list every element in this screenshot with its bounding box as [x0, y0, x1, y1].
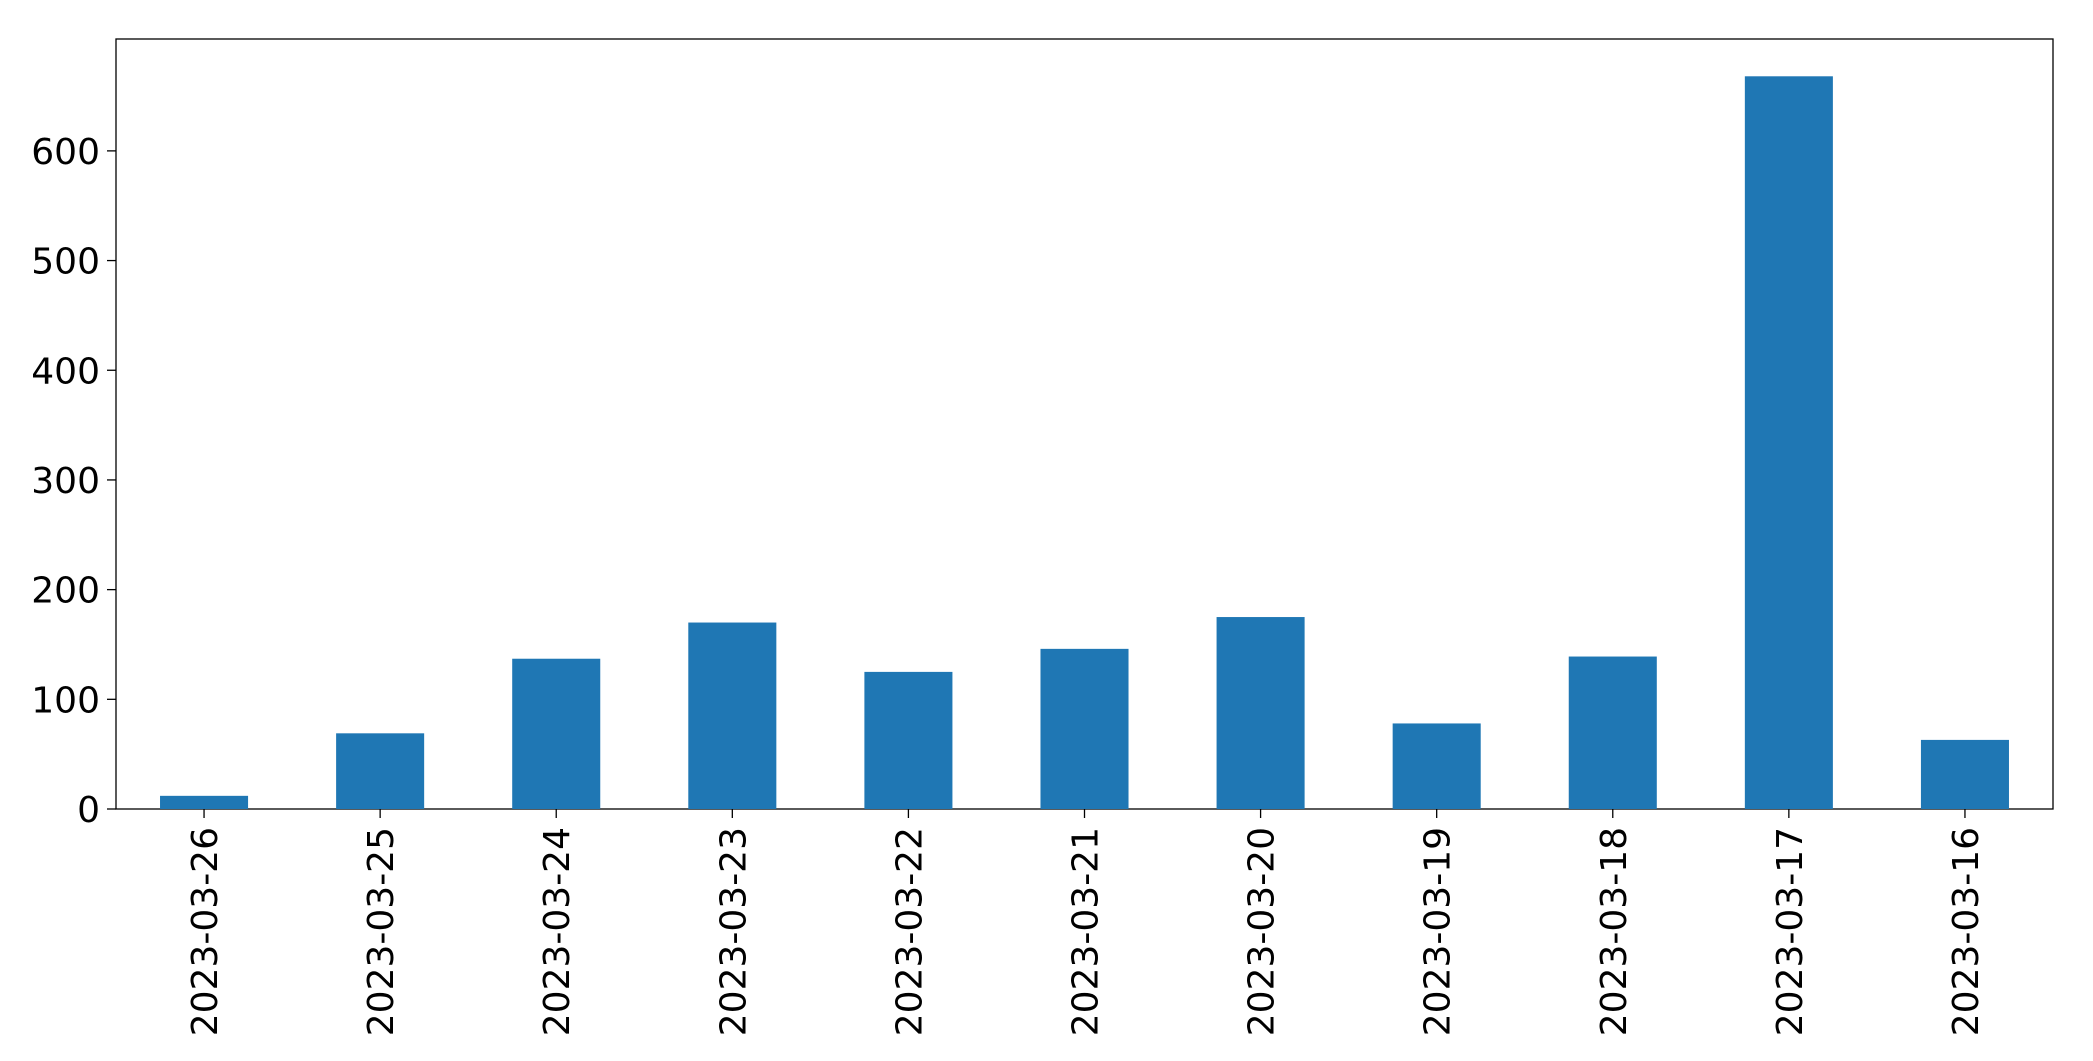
x-tick-label: 2023-03-25: [361, 827, 402, 1036]
bar: [1920, 739, 2009, 809]
bar: [1744, 76, 1833, 809]
y-tick-label: 500: [31, 242, 100, 283]
x-tick-label: 2023-03-23: [713, 827, 754, 1036]
bar: [688, 622, 777, 809]
y-tick-label: 300: [31, 461, 100, 502]
y-tick-label: 200: [31, 571, 100, 612]
y-tick-label: 600: [31, 132, 100, 173]
x-tick-label: 2023-03-21: [1066, 827, 1107, 1036]
x-tick-label: 2023-03-18: [1594, 827, 1635, 1036]
x-tick-label: 2023-03-20: [1242, 827, 1283, 1036]
bar: [1040, 648, 1129, 809]
x-tick-label: 2023-03-24: [537, 827, 578, 1036]
bar: [512, 658, 601, 809]
y-tick-label: 0: [77, 790, 100, 831]
bar: [1568, 656, 1657, 809]
x-tick-label: 2023-03-22: [889, 827, 930, 1036]
bar: [336, 733, 425, 809]
y-tick-label: 100: [31, 680, 100, 721]
bar: [864, 671, 953, 809]
x-tick-label: 2023-03-26: [185, 827, 226, 1036]
x-tick-label: 2023-03-16: [1946, 827, 1987, 1036]
bar: [1216, 617, 1305, 809]
bar: [160, 795, 249, 809]
y-tick-label: 400: [31, 351, 100, 392]
x-tick-label: 2023-03-17: [1770, 827, 1811, 1036]
bar: [1392, 723, 1481, 809]
x-tick-label: 2023-03-19: [1418, 827, 1459, 1036]
